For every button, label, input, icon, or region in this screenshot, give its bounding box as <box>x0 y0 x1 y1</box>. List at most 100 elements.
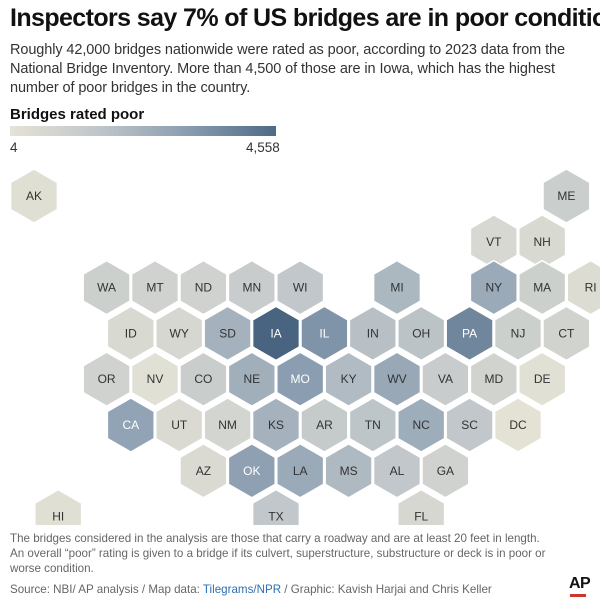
state-tile-wv: WV <box>372 351 422 408</box>
state-label: AK <box>26 189 42 203</box>
state-hex <box>445 397 494 453</box>
state-label: CT <box>558 326 575 340</box>
state-hex <box>179 442 228 499</box>
state-hex <box>251 488 301 525</box>
state-label: MS <box>340 464 358 478</box>
state-label: NY <box>485 281 502 295</box>
state-label: TN <box>365 418 381 432</box>
state-tile-mn: MN <box>227 259 276 316</box>
state-tile-wy: WY <box>155 305 204 362</box>
state-hex <box>542 305 591 362</box>
state-hex <box>397 305 446 362</box>
state-label: LA <box>293 464 308 478</box>
state-label: WA <box>97 281 116 295</box>
state-tile-ne: NE <box>227 351 276 408</box>
state-hex <box>155 397 204 453</box>
state-hex <box>9 168 59 224</box>
state-tile-pa: PA <box>445 305 494 362</box>
state-hex <box>276 259 325 316</box>
state-hex <box>348 397 397 453</box>
state-tile-al: AL <box>372 442 422 499</box>
state-hex <box>324 351 373 408</box>
hex-tile-map: AK ME VT NH WA MT ND MN WI MI NY MA RI ID WY SD IA IL IN OH… <box>9 168 600 525</box>
state-label: IL <box>319 326 329 340</box>
state-label: AL <box>390 464 405 478</box>
state-label: ME <box>557 189 575 203</box>
ap-logo-underline <box>570 594 586 597</box>
state-label: OK <box>243 464 260 478</box>
state-label: CO <box>194 372 212 386</box>
state-hex <box>130 259 180 316</box>
state-hex <box>300 397 349 453</box>
state-hex <box>397 488 446 525</box>
state-hex <box>372 442 422 499</box>
state-hex <box>227 442 276 499</box>
state-tile-mt: MT <box>130 259 180 316</box>
state-hex <box>493 397 543 453</box>
state-label: MN <box>242 281 261 295</box>
state-label: NM <box>218 418 237 432</box>
legend-min-label: 4 <box>10 140 18 155</box>
state-tile-mi: MI <box>372 259 422 316</box>
state-label: RI <box>585 281 597 295</box>
state-tile-oh: OH <box>397 305 446 362</box>
chart-subtitle: Roughly 42,000 bridges nationwide were r… <box>10 42 565 96</box>
state-hex <box>203 305 252 362</box>
state-label: MD <box>484 372 503 386</box>
state-hex <box>348 305 397 362</box>
state-label: OH <box>412 326 430 340</box>
state-tile-id: ID <box>106 305 155 362</box>
state-hex <box>106 305 155 362</box>
state-label: VA <box>438 372 453 386</box>
state-tile-sd: SD <box>203 305 252 362</box>
legend-title: Bridges rated poor <box>10 106 145 123</box>
state-hex <box>251 397 301 453</box>
state-hex <box>251 305 301 362</box>
source-link[interactable]: Tilegrams/NPR <box>202 583 282 596</box>
state-tile-tn: TN <box>348 397 397 453</box>
state-label: FL <box>414 510 428 524</box>
state-tile-va: VA <box>421 351 470 408</box>
state-hex <box>106 397 155 453</box>
state-label: PA <box>462 326 477 340</box>
state-tile-nj: NJ <box>493 305 543 362</box>
state-label: NV <box>147 372 164 386</box>
state-tile-ct: CT <box>542 305 591 362</box>
state-label: UT <box>171 418 188 432</box>
state-tile-wa: WA <box>82 259 131 316</box>
state-hex <box>469 259 518 316</box>
state-tile-il: IL <box>300 305 349 362</box>
state-label: NH <box>534 235 551 249</box>
state-label: DC <box>509 418 527 432</box>
state-label: AZ <box>196 464 211 478</box>
state-tile-ri: RI <box>566 259 600 316</box>
state-hex <box>542 168 591 224</box>
state-hex <box>155 305 204 362</box>
state-tile-ks: KS <box>251 397 301 453</box>
state-label: GA <box>437 464 454 478</box>
state-tile-ny: NY <box>469 259 518 316</box>
state-hex <box>324 442 373 499</box>
state-tile-hi: HI <box>34 488 83 525</box>
state-label: MT <box>146 281 164 295</box>
state-tile-ma: MA <box>518 259 567 316</box>
state-hex <box>397 397 446 453</box>
state-tile-wi: WI <box>276 259 325 316</box>
state-hex <box>372 351 422 408</box>
state-label: IN <box>367 326 379 340</box>
chart-title: Inspectors say 7% of US bridges are in p… <box>10 4 600 32</box>
state-hex <box>276 442 325 499</box>
state-hex <box>518 351 567 408</box>
state-hex <box>566 259 600 316</box>
state-label: WY <box>170 326 189 340</box>
state-label: WI <box>293 281 308 295</box>
state-hex <box>445 305 494 362</box>
state-tile-in: IN <box>348 305 397 362</box>
state-tile-ky: KY <box>324 351 373 408</box>
state-label: WV <box>387 372 406 386</box>
state-label: NE <box>243 372 260 386</box>
state-label: HI <box>52 510 64 524</box>
ap-logo: AP <box>569 575 591 592</box>
state-label: SD <box>219 326 236 340</box>
state-tile-de: DE <box>518 351 567 408</box>
